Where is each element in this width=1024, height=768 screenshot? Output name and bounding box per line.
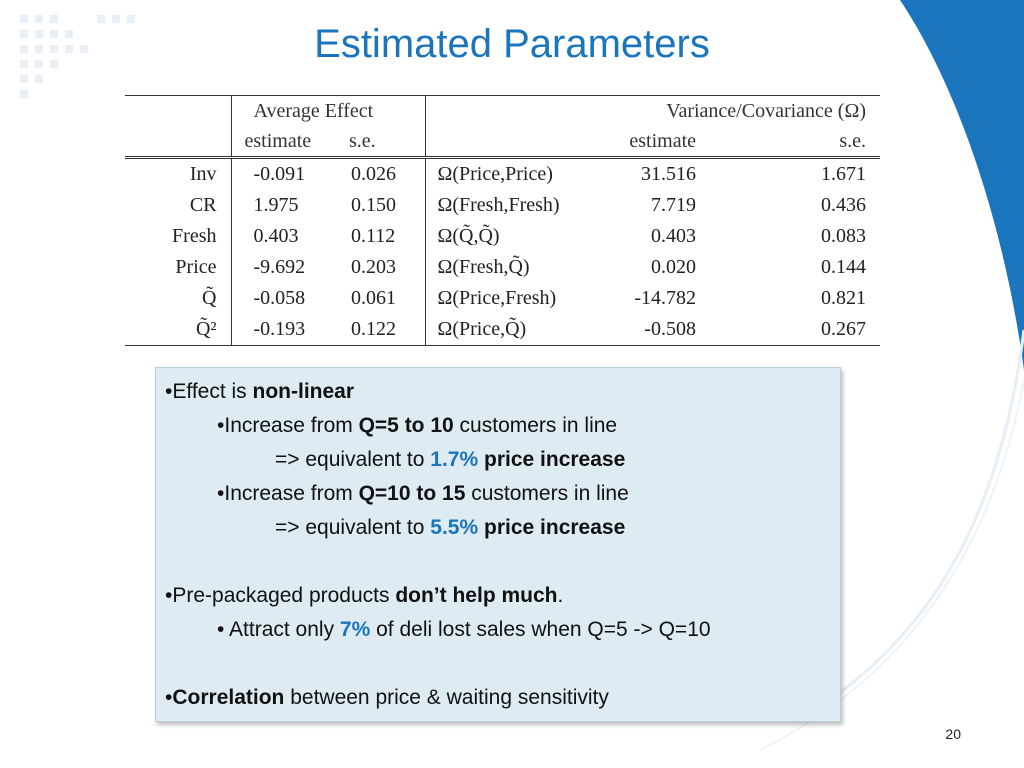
note-line: => equivalent to 5.5% price increase (275, 516, 625, 540)
row-label: Inv (125, 156, 231, 190)
cov-label: Ω(Fresh,Q̃) (424, 252, 569, 283)
table-row: Fresh 0.403 0.112 Ω(Q̃,Q̃) 0.403 0.083 (125, 221, 880, 252)
note-line: •Correlation between price & waiting sen… (165, 686, 609, 710)
note-text: . (557, 584, 564, 607)
cov-se: 0.144 (821, 256, 866, 278)
cov-se: 0.436 (821, 194, 866, 216)
note-text: Increase from (224, 482, 359, 505)
cov-estimate-header: estimate (629, 130, 696, 152)
note-emphasis: price increase (478, 448, 626, 471)
cov-se: 1.671 (696, 156, 880, 190)
ae-estimate-header: estimate (230, 126, 319, 158)
note-percentage: 5.5% (430, 516, 479, 539)
cov-se: 0.267 (696, 314, 880, 346)
ae-estimate: -0.091 (230, 156, 319, 190)
bullet: • (217, 618, 230, 641)
row-label: Price (175, 256, 217, 278)
notes-box: •Effect is non-linear •Increase from Q=5… (155, 367, 841, 722)
cov-estimate: -14.782 (634, 287, 696, 309)
cov-se-header: s.e. (839, 130, 866, 152)
note-line: •Pre-packaged products don’t help much. (165, 584, 563, 608)
ae-estimate: 0.403 (230, 221, 319, 252)
note-emphasis: Q=5 to 10 (358, 414, 454, 437)
dot-grid-decoration (20, 15, 135, 98)
page-number: 20 (945, 726, 961, 742)
note-text: of deli lost sales when Q=5 -> Q=10 (370, 618, 711, 641)
row-label: Fresh (172, 225, 217, 247)
note-emphasis: price increase (478, 516, 626, 539)
row-label: Q̃ (202, 287, 217, 309)
bullet: • (165, 686, 173, 709)
parameter-table: Average Effect Variance/Covariance (Ω) e… (125, 95, 880, 346)
cov-estimate: 7.719 (651, 194, 696, 216)
note-text: customers in line (465, 482, 629, 505)
bullet: • (217, 482, 225, 505)
note-emphasis: don’t help much (395, 584, 558, 607)
ae-estimate: -0.193 (230, 314, 319, 346)
note-percentage: 1.7% (430, 448, 479, 471)
corner-swoosh-decoration (900, 0, 1024, 370)
cov-estimate: 0.020 (651, 256, 696, 278)
ae-se: 0.061 (351, 287, 396, 309)
bullet: • (165, 380, 173, 403)
note-emphasis: Correlation (172, 686, 285, 709)
cov-label: Ω(Price,Q̃) (424, 314, 569, 346)
table-row: Q̃² -0.193 0.122 Ω(Price,Q̃) -0.508 0.26… (125, 314, 880, 346)
bullet: • (165, 584, 173, 607)
note-text: between price & waiting sensitivity (284, 686, 609, 709)
ae-estimate: -0.058 (230, 283, 319, 314)
note-text: => equivalent to (275, 448, 431, 471)
note-line: •Increase from Q=5 to 10 customers in li… (217, 414, 617, 438)
note-text: customers in line (453, 414, 618, 437)
note-text: Attract only (229, 618, 340, 641)
table-row: CR 1.975 0.150 Ω(Fresh,Fresh) 7.719 0.43… (125, 190, 880, 221)
note-line: => equivalent to 1.7% price increase (275, 448, 625, 472)
note-emphasis: Q=10 to 15 (358, 482, 466, 505)
note-percentage: 7% (339, 618, 371, 641)
note-line: • Attract only 7% of deli lost sales whe… (217, 618, 711, 642)
cov-label: Ω(Q̃,Q̃) (424, 221, 569, 252)
note-line: •Increase from Q=10 to 15 customers in l… (217, 482, 629, 506)
ae-se: 0.112 (351, 225, 396, 247)
cov-estimate: -0.508 (569, 314, 696, 346)
cov-label: Ω(Fresh,Fresh) (424, 190, 569, 221)
cov-se: 0.083 (821, 225, 866, 247)
ae-se: 0.203 (351, 256, 396, 278)
cov-estimate: 31.516 (569, 156, 696, 190)
ae-se: 0.026 (319, 156, 425, 190)
row-label: CR (189, 194, 217, 216)
cov-se: 0.821 (821, 287, 866, 309)
table-row: Q̃ -0.058 0.061 Ω(Price,Fresh) -14.782 0… (125, 283, 880, 314)
ae-estimate: 1.975 (230, 190, 319, 221)
note-text: => equivalent to (275, 516, 431, 539)
cov-label-header (424, 126, 569, 158)
note-text: Pre-packaged products (172, 584, 396, 607)
row-label: Q̃² (125, 314, 231, 346)
corner-cell (125, 126, 231, 158)
ae-se-header: s.e. (349, 130, 376, 152)
note-emphasis: non-linear (252, 380, 355, 403)
slide-title: Estimated Parameters (314, 22, 710, 66)
note-line: •Effect is non-linear (165, 380, 354, 404)
ae-se: 0.122 (319, 314, 425, 346)
cov-estimate: 0.403 (651, 225, 696, 247)
note-text: Increase from (224, 414, 359, 437)
table-row: Inv -0.091 0.026 Ω(Price,Price) 31.516 1… (125, 156, 880, 190)
bullet: • (217, 414, 225, 437)
variance-covariance-header: Variance/Covariance (Ω) (424, 95, 880, 126)
ae-se: 0.150 (351, 194, 396, 216)
ae-estimate: -9.692 (230, 252, 319, 283)
table-row: Price -9.692 0.203 Ω(Fresh,Q̃) 0.020 0.1… (125, 252, 880, 283)
cov-label: Ω(Price,Fresh) (424, 283, 569, 314)
cov-label: Ω(Price,Price) (424, 156, 569, 190)
average-effect-header: Average Effect (230, 95, 425, 126)
note-text: Effect is (172, 380, 253, 403)
corner-cell (125, 95, 231, 126)
